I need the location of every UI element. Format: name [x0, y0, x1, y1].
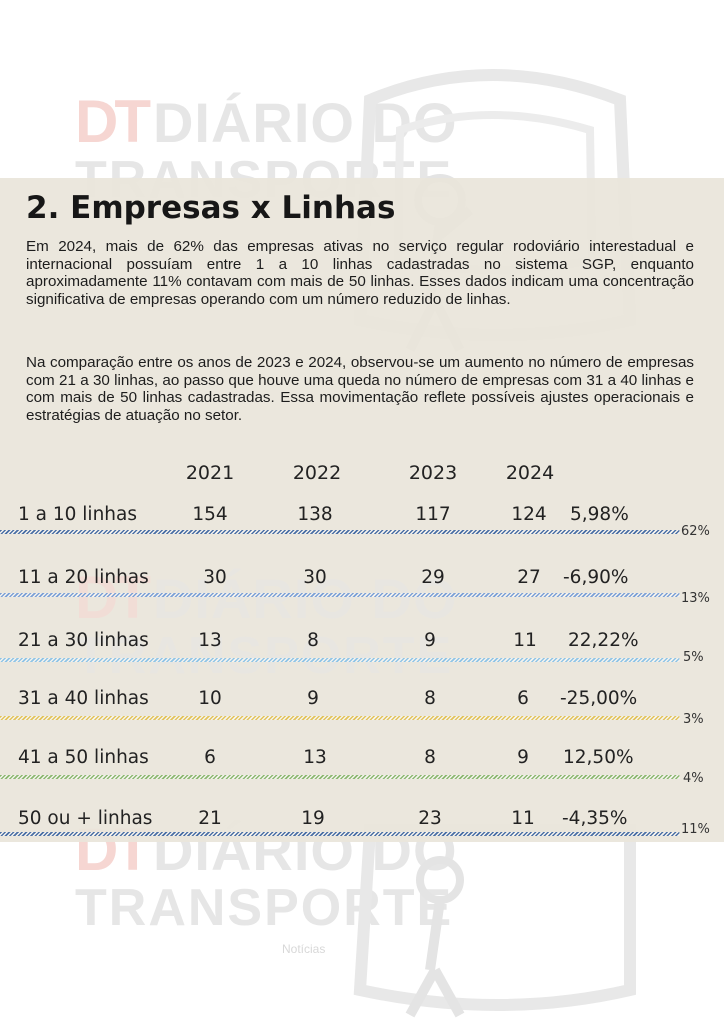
- watermark-line1: DIÁRIO DO: [152, 91, 458, 154]
- year-header-2021: 2021: [185, 462, 235, 484]
- value-2023: 117: [415, 504, 451, 525]
- share-bar: [0, 775, 680, 779]
- change-percent: -4,35%: [562, 808, 628, 829]
- value-2023: 8: [424, 688, 436, 709]
- share-percent: 5%: [683, 650, 704, 665]
- year-header-2022: 2022: [292, 462, 342, 484]
- change-percent: 5,98%: [570, 504, 629, 525]
- paragraph-2: Na comparação entre os anos de 2023 e 20…: [26, 354, 694, 424]
- table-row: 11 a 20 linhas 30 30 29 27 -6,90% 13%: [0, 567, 724, 611]
- share-percent: 13%: [681, 591, 710, 606]
- change-percent: 22,22%: [568, 630, 639, 651]
- value-2024: 11: [511, 808, 535, 829]
- share-bar: [0, 832, 680, 836]
- row-label: 31 a 40 linhas: [18, 688, 149, 709]
- row-label: 21 a 30 linhas: [18, 630, 149, 651]
- value-2024: 27: [517, 567, 541, 588]
- value-2021: 10: [198, 688, 222, 709]
- value-2022: 30: [303, 567, 327, 588]
- table-row: 50 ou + linhas 21 19 23 11 -4,35% 11%: [0, 808, 724, 852]
- value-2023: 29: [421, 567, 445, 588]
- change-percent: -25,00%: [560, 688, 638, 709]
- value-2022: 19: [301, 808, 325, 829]
- value-2023: 8: [424, 747, 436, 768]
- row-label: 1 a 10 linhas: [18, 504, 137, 525]
- share-percent: 11%: [681, 822, 710, 837]
- share-bar: [0, 658, 680, 662]
- value-2023: 9: [424, 630, 436, 651]
- change-percent: 12,50%: [563, 747, 634, 768]
- share-bar: [0, 530, 680, 534]
- section-title: 2. Empresas x Linhas: [26, 190, 396, 226]
- change-percent: -6,90%: [563, 567, 629, 588]
- value-2022: 8: [307, 630, 319, 651]
- share-percent: 62%: [681, 524, 710, 539]
- value-2024: 9: [517, 747, 529, 768]
- table-row: 21 a 30 linhas 13 8 9 11 22,22% 5%: [0, 630, 724, 674]
- share-percent: 4%: [683, 771, 704, 786]
- value-2021: 154: [192, 504, 228, 525]
- watermark-sub: Notícias: [282, 942, 326, 956]
- value-2023: 23: [418, 808, 442, 829]
- content-panel: DT DIÁRIO DO TRANSPORTE 2. Empresas x Lin…: [0, 178, 724, 842]
- value-2024: 11: [513, 630, 537, 651]
- year-header-2024: 2024: [505, 462, 555, 484]
- value-2021: 21: [198, 808, 222, 829]
- value-2024: 124: [511, 504, 547, 525]
- share-bar: [0, 593, 680, 597]
- value-2022: 9: [307, 688, 319, 709]
- watermark-logo-mark: DT: [75, 88, 151, 155]
- share-percent: 3%: [683, 712, 704, 727]
- row-label: 50 ou + linhas: [18, 808, 153, 829]
- share-bar: [0, 716, 680, 720]
- paragraph-1: Em 2024, mais de 62% das empresas ativas…: [26, 238, 694, 308]
- row-label: 11 a 20 linhas: [18, 567, 149, 588]
- table-row: 41 a 50 linhas 6 13 8 9 12,50% 4%: [0, 747, 724, 791]
- year-header-2023: 2023: [408, 462, 458, 484]
- row-label: 41 a 50 linhas: [18, 747, 149, 768]
- value-2021: 6: [204, 747, 216, 768]
- table-row: 1 a 10 linhas 154 138 117 124 5,98% 62%: [0, 504, 724, 548]
- value-2022: 138: [297, 504, 333, 525]
- table-row: 31 a 40 linhas 10 9 8 6 -25,00% 3%: [0, 688, 724, 732]
- watermark-line2-bottom: TRANSPORTE: [75, 879, 454, 937]
- value-2021: 13: [198, 630, 222, 651]
- value-2022: 13: [303, 747, 327, 768]
- value-2024: 6: [517, 688, 529, 709]
- value-2021: 30: [203, 567, 227, 588]
